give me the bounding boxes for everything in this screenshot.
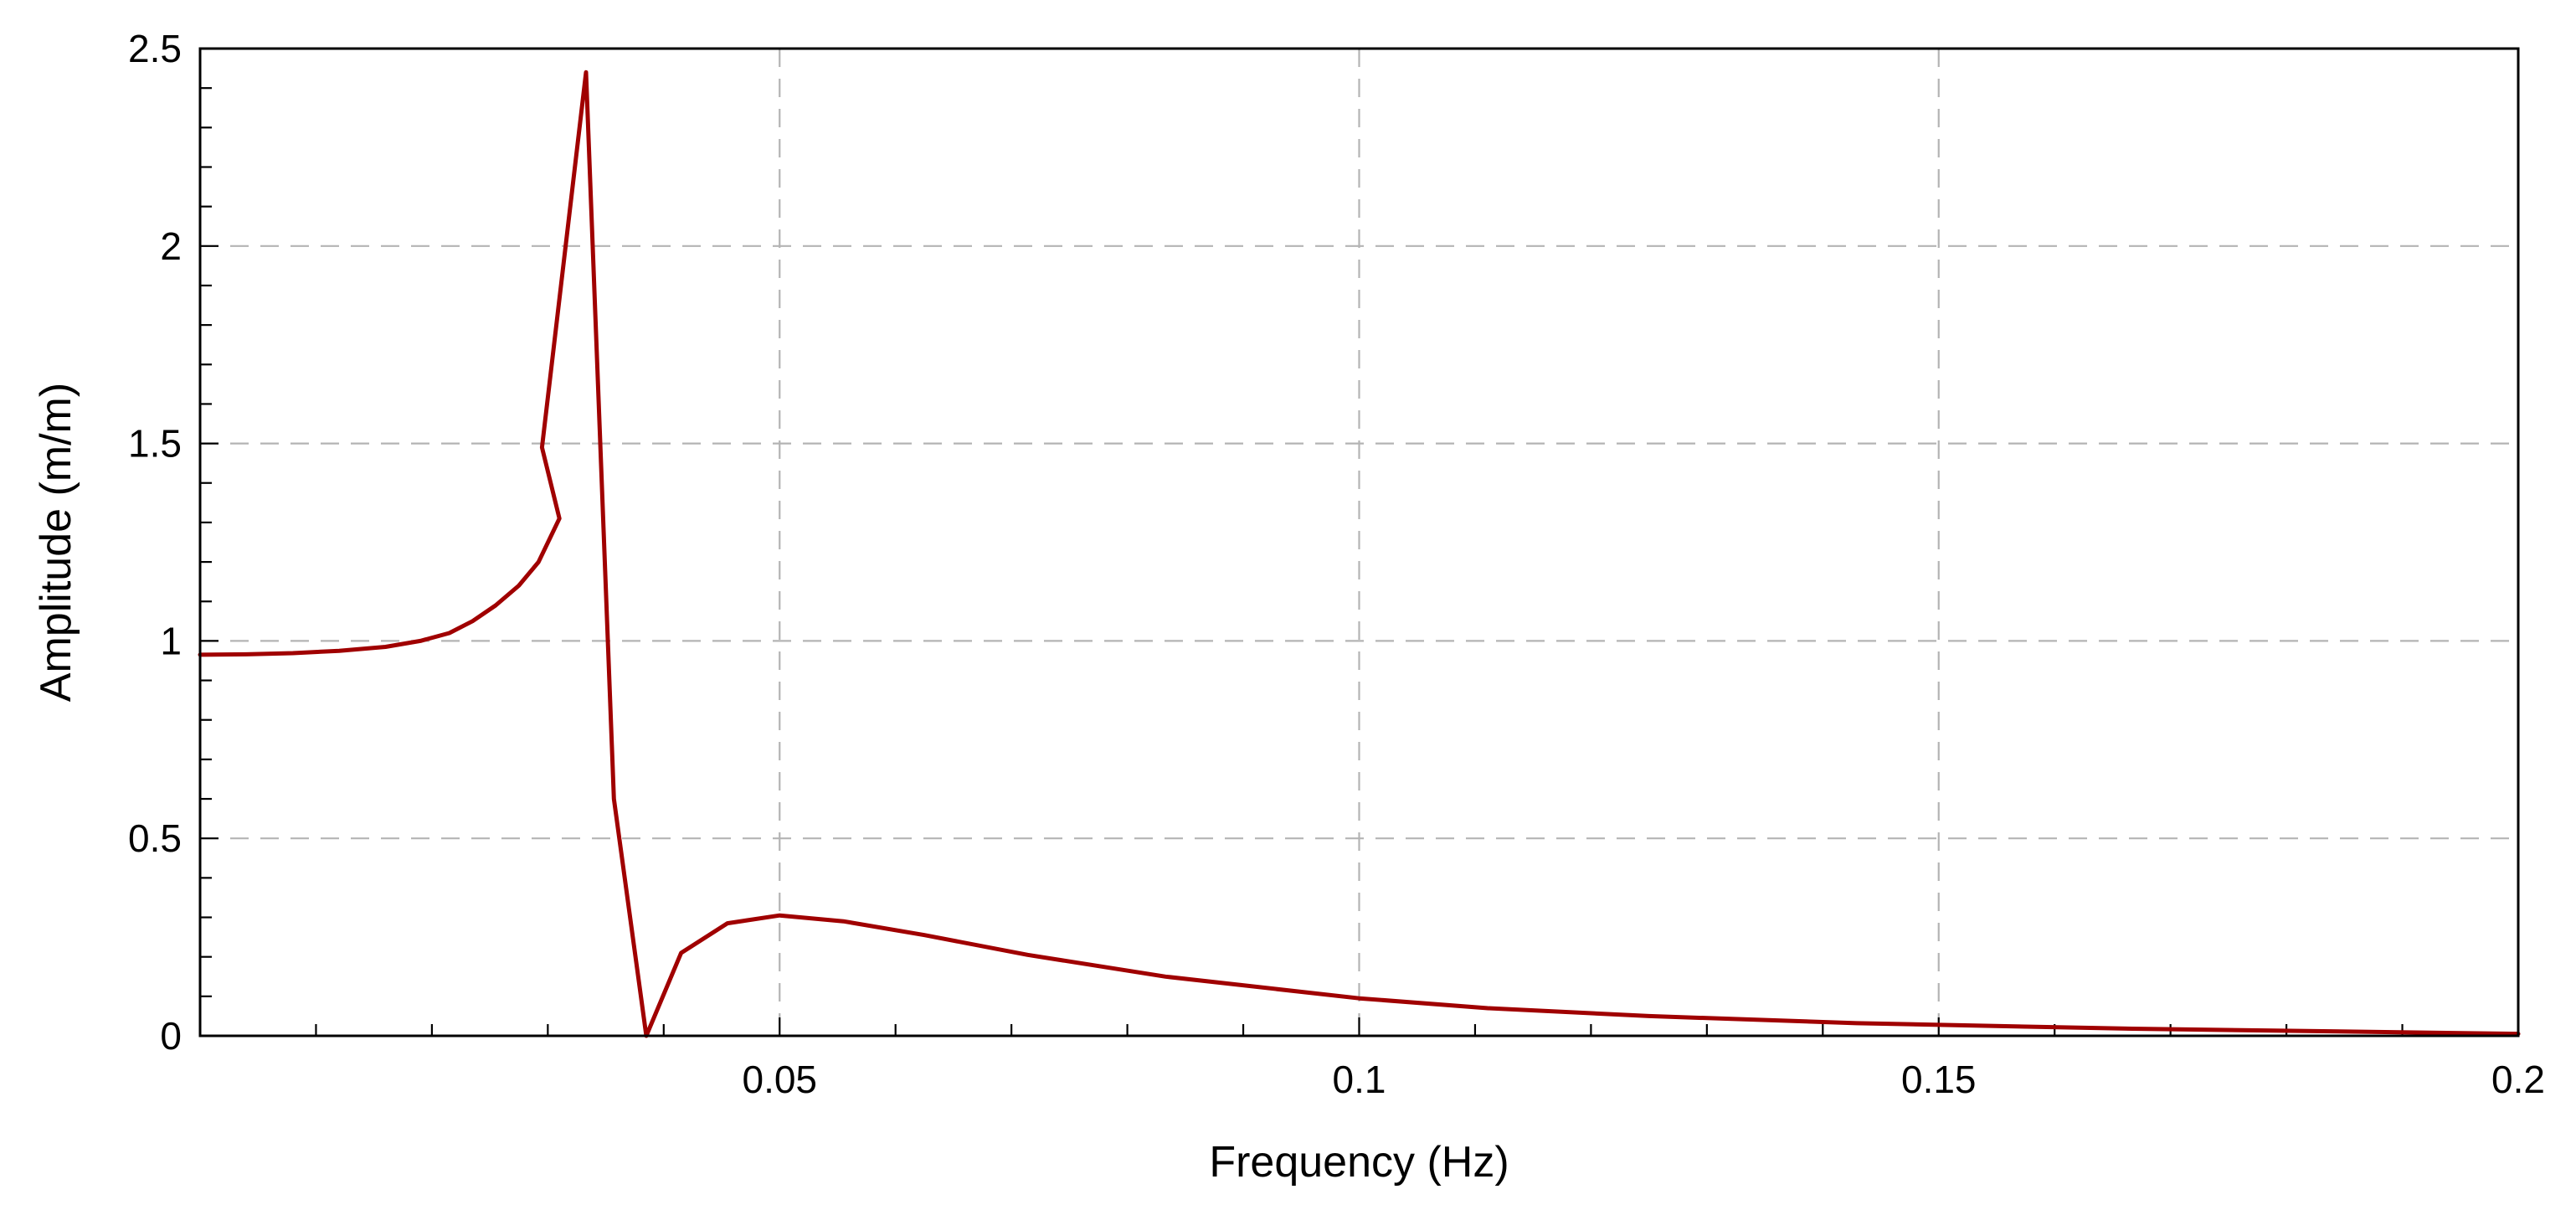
series-lines xyxy=(198,70,2521,1038)
x-tick-label: 0.2 xyxy=(2491,1058,2545,1101)
plot-frame xyxy=(198,47,2520,1038)
series-line-0 xyxy=(198,70,2521,1038)
y-tick-label: 0.5 xyxy=(128,816,182,860)
y-axis-title: Amplitude (m/m) xyxy=(32,383,80,702)
x-tick-label: 0.15 xyxy=(1901,1058,1977,1101)
x-tick-label: 0.1 xyxy=(1333,1058,1386,1101)
y-tick-labels: 0 0.5 1 1.5 2 2.5 xyxy=(128,27,182,1058)
y-tick-label: 2 xyxy=(160,224,182,268)
y-tick-label: 0 xyxy=(160,1014,182,1058)
y-tick-label: 1 xyxy=(160,619,182,662)
x-tick-labels: 0.05 0.1 0.15 0.2 xyxy=(742,1058,2544,1101)
y-tick-label: 2.5 xyxy=(128,27,182,70)
x-tick-label: 0.05 xyxy=(742,1058,817,1101)
y-tick-label: 1.5 xyxy=(128,422,182,466)
minor-ticks xyxy=(200,87,2404,1036)
x-axis-title: Frequency (Hz) xyxy=(1209,1138,1509,1187)
grid-lines xyxy=(200,49,2518,1036)
